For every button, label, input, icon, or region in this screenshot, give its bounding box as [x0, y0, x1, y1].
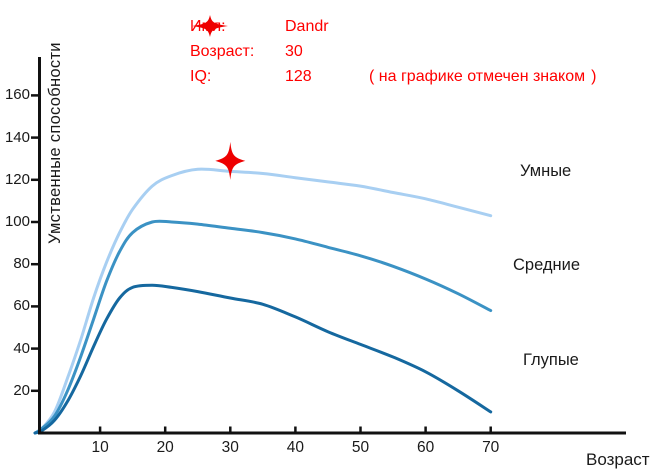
series-label-dull: Глупые: [523, 351, 579, 369]
curve-1: [33, 219, 493, 435]
x-axis-ticks: [98, 426, 492, 433]
y-tick-label: 160: [4, 86, 30, 104]
y-tick-label: 80: [13, 255, 30, 273]
y-tick-label: 60: [13, 297, 30, 315]
series-label-average: Средние: [513, 256, 581, 274]
y-axis-ticks: [31, 94, 41, 393]
curve-2: [33, 283, 493, 435]
y-axis-label: Умственные способности: [46, 42, 64, 244]
iq-value: 128: [285, 68, 312, 85]
series-label-smart: Умные: [520, 162, 572, 180]
y-tick-label: 140: [4, 128, 30, 146]
iq-note-suffix: ): [591, 68, 597, 85]
patient-age-row: Возраст: 30: [190, 39, 596, 64]
age-value: 30: [285, 43, 303, 60]
x-axis-label: Возраст: [586, 450, 650, 469]
y-tick-label: 20: [13, 381, 30, 399]
star-legend-icon: [192, 15, 228, 37]
name-value: Dandr: [285, 18, 329, 35]
x-tick-label: 30: [221, 439, 239, 456]
y-tick-label: 40: [13, 339, 30, 357]
y-tick-label: 120: [4, 170, 30, 188]
age-label: Возраст:: [190, 43, 255, 60]
x-tick-label: 20: [156, 439, 174, 456]
x-tick-label: 10: [91, 439, 109, 456]
patient-iq-row: IQ: 128 ( на графике отмечен знаком ): [190, 15, 597, 89]
iq-note-prefix: ( на графике отмечен знаком: [369, 68, 586, 85]
patient-info: Имя: Dandr Возраст: 30 IQ: 128 ( на граф…: [190, 14, 596, 89]
iq-marker-star-icon: [215, 141, 246, 180]
patient-name-row: Имя: Dandr: [190, 14, 596, 39]
x-tick-label: 50: [351, 439, 370, 456]
iq-note: ( на графике отмечен знаком ): [192, 15, 597, 89]
iq-label: IQ:: [190, 68, 212, 85]
x-tick-label: 40: [286, 439, 305, 456]
curve-0: [33, 167, 493, 435]
x-tick-label: 70: [482, 439, 500, 456]
axes: [38, 57, 626, 435]
x-tick-label: 60: [416, 439, 435, 456]
y-tick-label: 100: [4, 213, 30, 230]
curves: [33, 167, 493, 435]
